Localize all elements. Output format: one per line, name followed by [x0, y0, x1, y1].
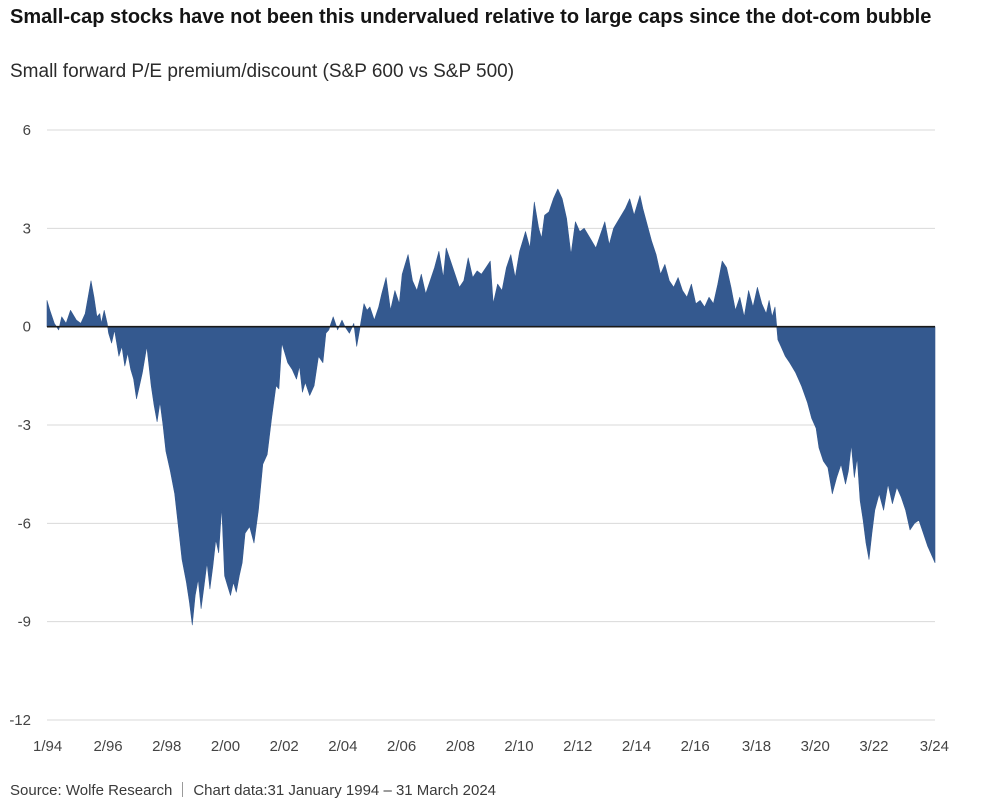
x-tick-label: 2/96	[93, 738, 122, 755]
source-text: Source: Wolfe Research	[10, 782, 173, 799]
area-fill	[46, 188, 936, 626]
y-tick-labels: 6 3 0 -3 -6 -9 -12	[9, 122, 31, 729]
x-tick-label: 2/02	[270, 738, 299, 755]
area-series	[46, 188, 936, 626]
y-tick-label: -6	[18, 515, 31, 532]
chart-data-note: Chart data:31 January 1994 – 31 March 20…	[193, 782, 497, 799]
y-tick-label: -9	[18, 614, 31, 631]
y-tick-label: -12	[9, 712, 31, 729]
source-separator	[182, 782, 184, 797]
x-tick-label: 2/10	[504, 738, 533, 755]
x-tick-label: 2/00	[211, 738, 240, 755]
x-tick-label: 2/04	[328, 738, 357, 755]
x-tick-label: 3/22	[859, 738, 888, 755]
y-tick-label: 6	[23, 122, 31, 139]
x-tick-label: 2/12	[563, 738, 592, 755]
x-tick-label: 1/94	[33, 738, 62, 755]
x-tick-label: 2/14	[622, 738, 651, 755]
y-tick-label: -3	[18, 417, 31, 434]
x-tick-label: 2/16	[681, 738, 710, 755]
x-tick-labels: 1/94 2/96 2/98 2/00 2/02 2/04 2/06 2/08 2/10 2/12…	[33, 738, 949, 755]
x-tick-label: 3/24	[920, 738, 949, 755]
x-tick-label: 2/06	[387, 738, 416, 755]
x-tick-label: 3/18	[742, 738, 771, 755]
x-tick-label: 3/20	[801, 738, 830, 755]
chart-title: Small-cap stocks have not been this unde…	[10, 6, 932, 28]
x-tick-label: 2/98	[152, 738, 181, 755]
y-tick-label: 0	[23, 319, 31, 336]
chart-subtitle: Small forward P/E premium/discount (S&P …	[10, 61, 515, 82]
x-tick-label: 2/08	[446, 738, 475, 755]
y-tick-label: 3	[23, 220, 31, 237]
source-line: Source: Wolfe Research Chart data:31 Janu…	[10, 782, 496, 799]
